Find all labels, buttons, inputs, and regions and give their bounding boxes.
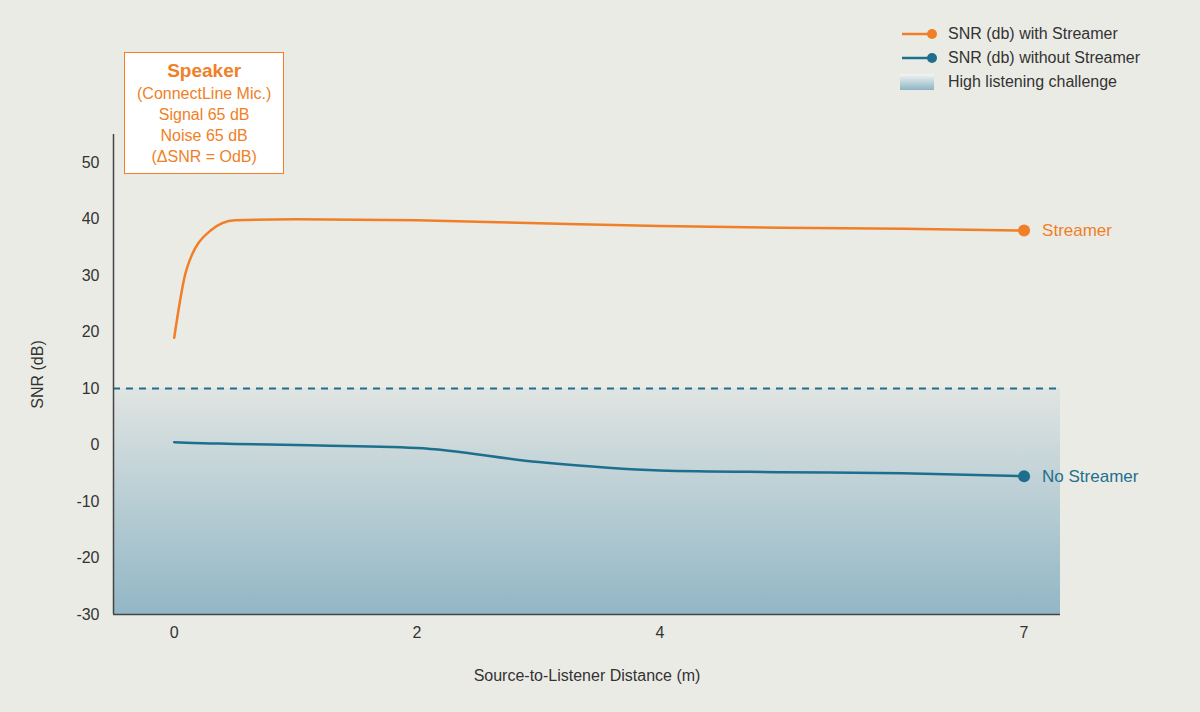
html-text:Signal 65 dB: Signal 65 dB bbox=[158, 106, 250, 123]
svg-text:50: 50 bbox=[82, 154, 100, 171]
html-text:Noise 65 dB: Noise 65 dB bbox=[160, 127, 248, 144]
svg-text:4: 4 bbox=[655, 624, 664, 641]
svg-text:-10: -10 bbox=[76, 493, 99, 510]
svg-text:0: 0 bbox=[91, 436, 100, 453]
svg-text:2: 2 bbox=[413, 624, 422, 641]
html-text:(ConnectLine Mic.): (ConnectLine Mic.) bbox=[137, 85, 272, 102]
svg-text:No Streamer: No Streamer bbox=[1042, 467, 1139, 486]
svg-text:-30: -30 bbox=[76, 606, 99, 623]
html-text:(ΔSNR = OdB): (ΔSNR = OdB) bbox=[151, 148, 257, 165]
svg-text:7: 7 bbox=[1020, 624, 1029, 641]
html-text:SNR (db) with Streamer: SNR (db) with Streamer bbox=[948, 25, 1118, 42]
html-text:SNR (db) without Streamer: SNR (db) without Streamer bbox=[948, 49, 1141, 66]
svg-text:30: 30 bbox=[82, 267, 100, 284]
svg-text:Streamer: Streamer bbox=[1042, 221, 1112, 240]
html-text:Speaker: Speaker bbox=[167, 60, 242, 81]
svg-text:40: 40 bbox=[82, 210, 100, 227]
svg-text:0: 0 bbox=[170, 624, 179, 641]
svg-text:20: 20 bbox=[82, 323, 100, 340]
svg-text:SNR (dB): SNR (dB) bbox=[29, 340, 46, 408]
svg-text:Source-to-Listener Distance (m: Source-to-Listener Distance (m) bbox=[474, 667, 701, 684]
svg-text:10: 10 bbox=[82, 380, 100, 397]
html-text:High listening challenge: High listening challenge bbox=[948, 73, 1117, 90]
svg-text:-20: -20 bbox=[76, 549, 99, 566]
